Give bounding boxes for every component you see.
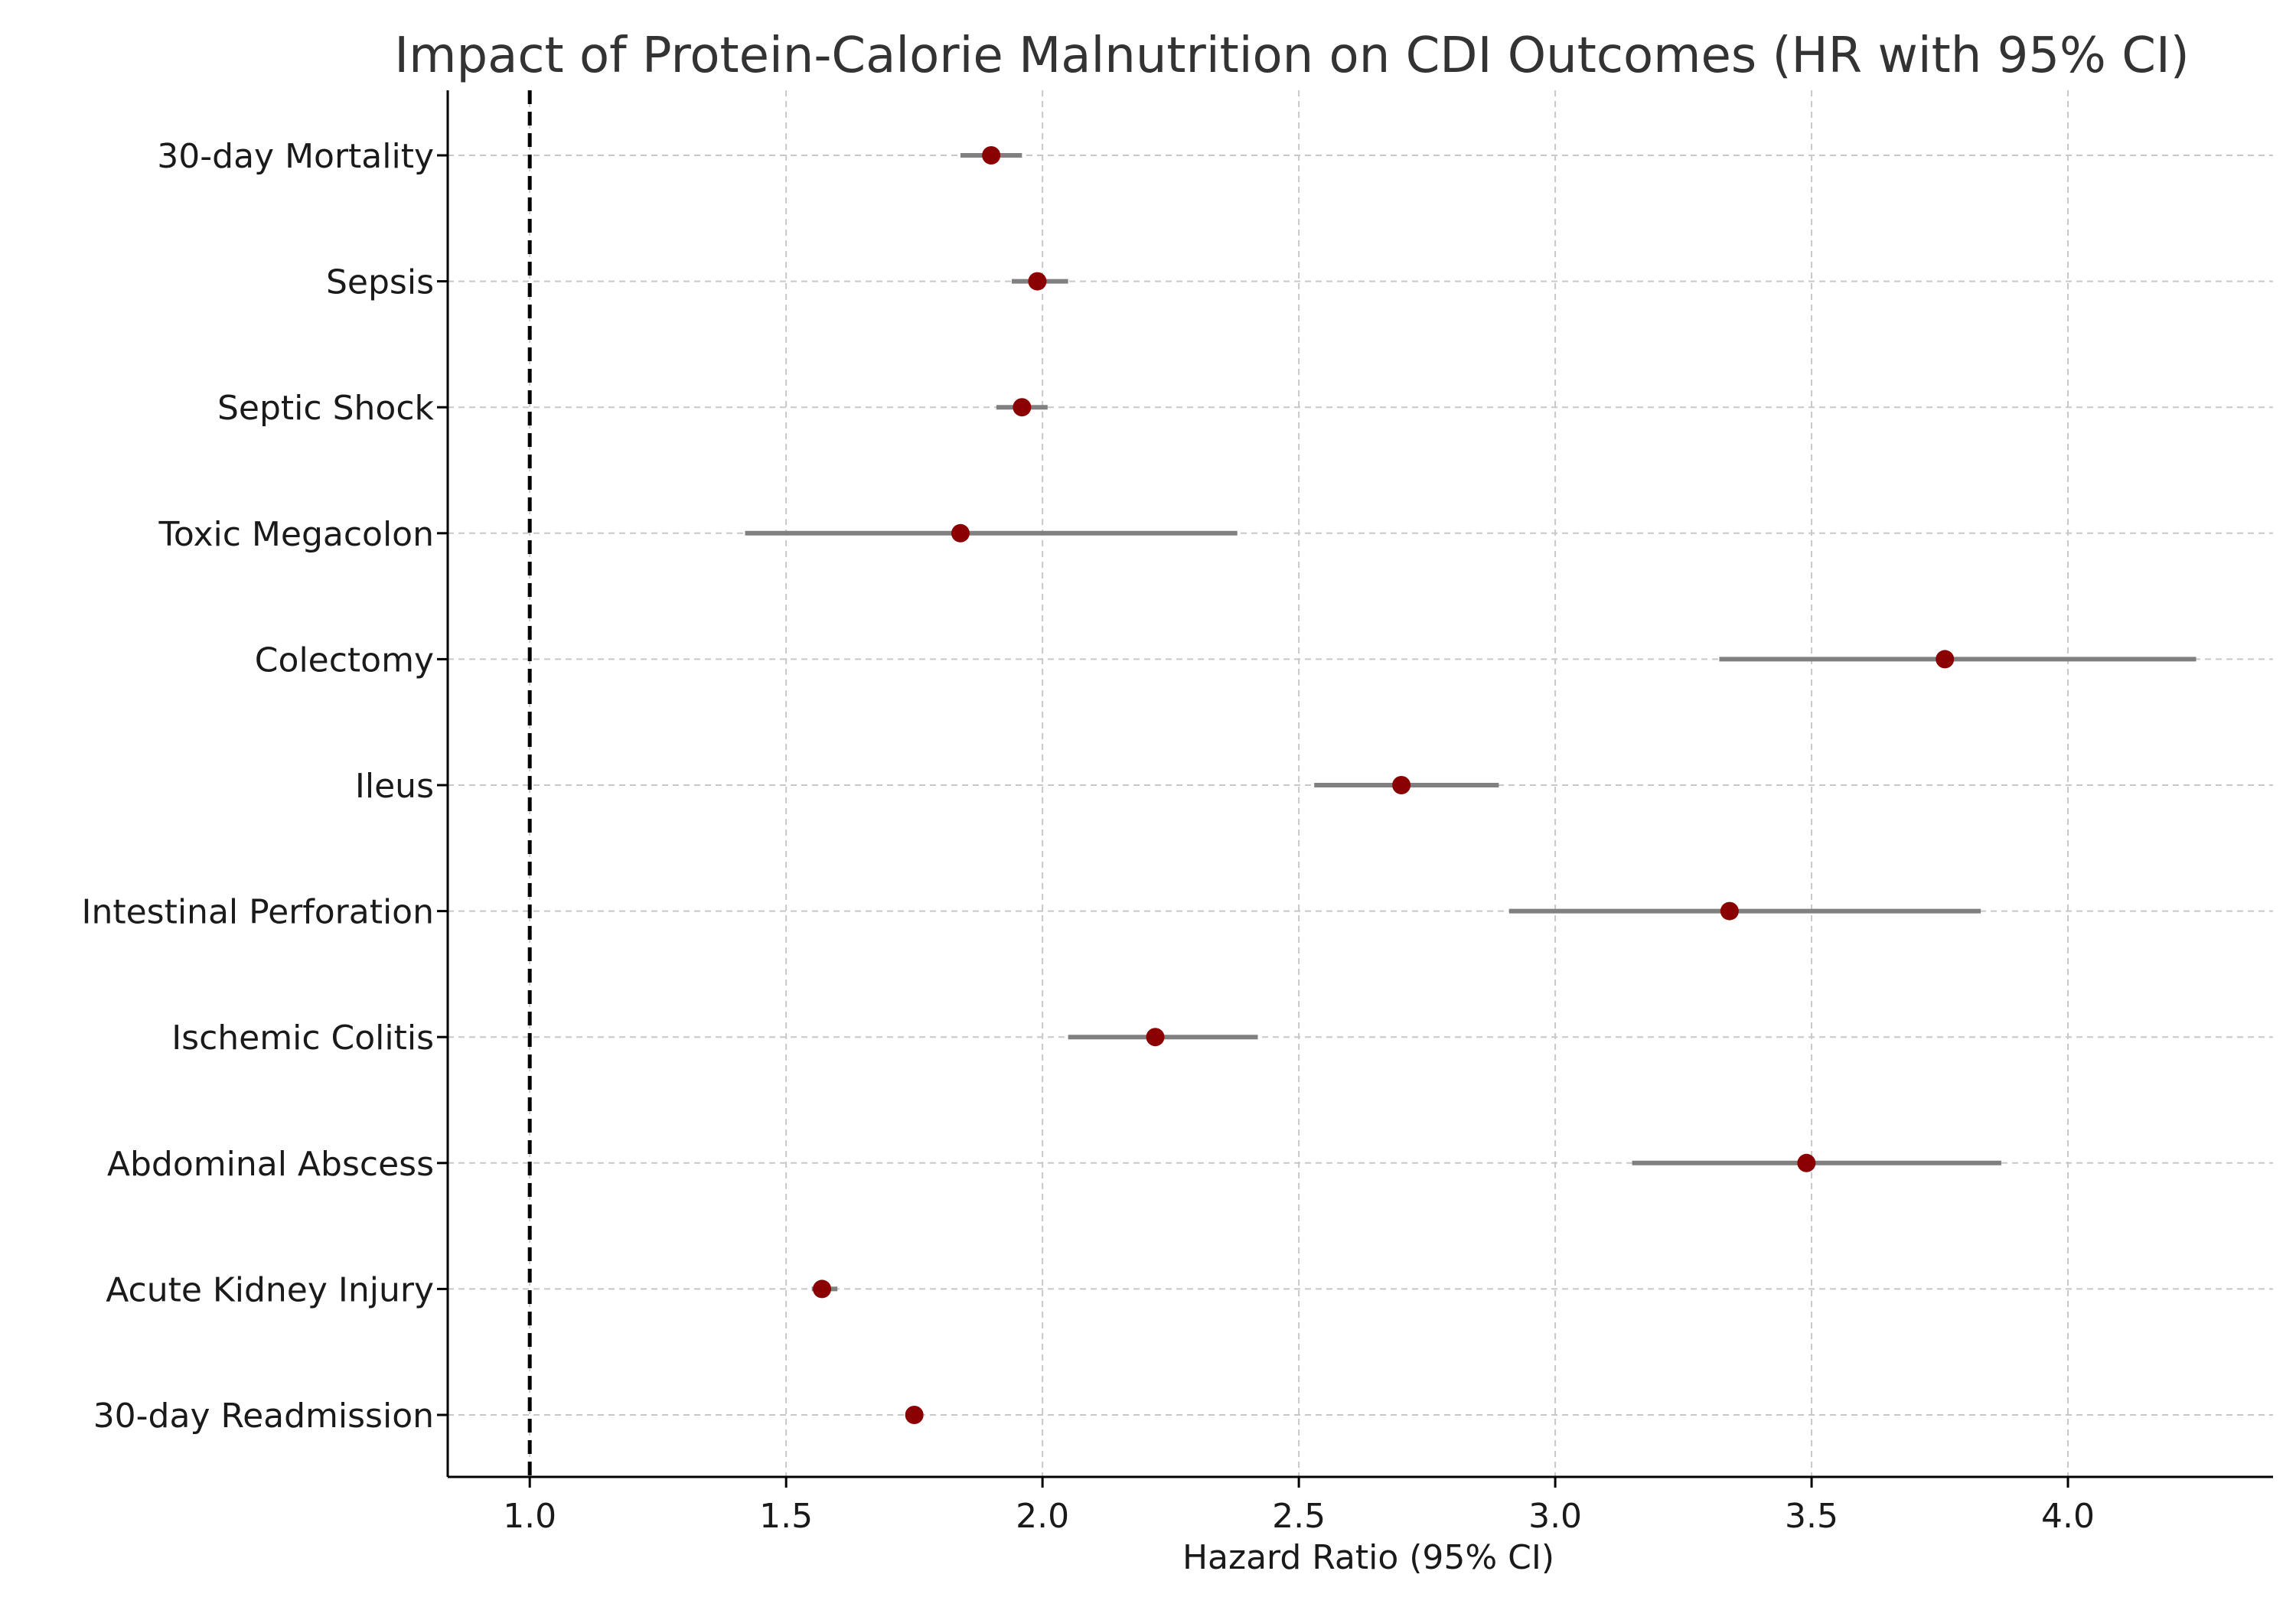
y-tick-label: Sepsis <box>326 263 434 302</box>
hr-point <box>982 146 1001 165</box>
y-tick-label: Ischemic Colitis <box>171 1019 434 1058</box>
x-tick-label: 2.5 <box>1272 1497 1326 1536</box>
data-series <box>745 146 2197 1424</box>
y-tick-label: Intestinal Perforation <box>81 893 434 932</box>
hr-point <box>951 523 970 543</box>
chart-title: Impact of Protein-Calorie Malnutrition o… <box>394 28 2189 84</box>
y-tick-label: Abdominal Abscess <box>107 1145 434 1184</box>
hr-point <box>1797 1153 1816 1172</box>
hr-point <box>1028 272 1047 291</box>
x-tick-label: 3.0 <box>1528 1497 1582 1536</box>
x-tick-label: 2.0 <box>1016 1497 1069 1536</box>
y-tick-label: Colectomy <box>255 641 434 680</box>
axes: 30-day Mortality Sepsis Septic Shock Toxic … <box>81 90 2273 1536</box>
hr-point <box>1392 776 1411 794</box>
y-tick-label: Acute Kidney Injury <box>106 1270 434 1309</box>
x-tick-label: 3.5 <box>1785 1497 1838 1536</box>
y-tick-label: 30-day Readmission <box>93 1397 434 1436</box>
y-tick-label: Septic Shock <box>217 389 435 428</box>
hr-point <box>1720 901 1739 921</box>
y-tick-label: Ileus <box>355 767 434 806</box>
hr-point <box>813 1279 832 1299</box>
x-tick-label: 1.0 <box>503 1497 556 1536</box>
x-tick-label: 1.5 <box>759 1497 813 1536</box>
hr-point <box>905 1406 924 1424</box>
y-tick-label: 30-day Mortality <box>157 137 434 176</box>
x-tick-label: 4.0 <box>2041 1497 2095 1536</box>
y-tick-label: Toxic Megacolon <box>158 515 434 554</box>
hr-point <box>1146 1028 1165 1047</box>
x-axis-label: Hazard Ratio (95% CI) <box>1182 1538 1554 1577</box>
hr-point <box>1936 650 1955 669</box>
hr-point <box>1013 398 1032 417</box>
